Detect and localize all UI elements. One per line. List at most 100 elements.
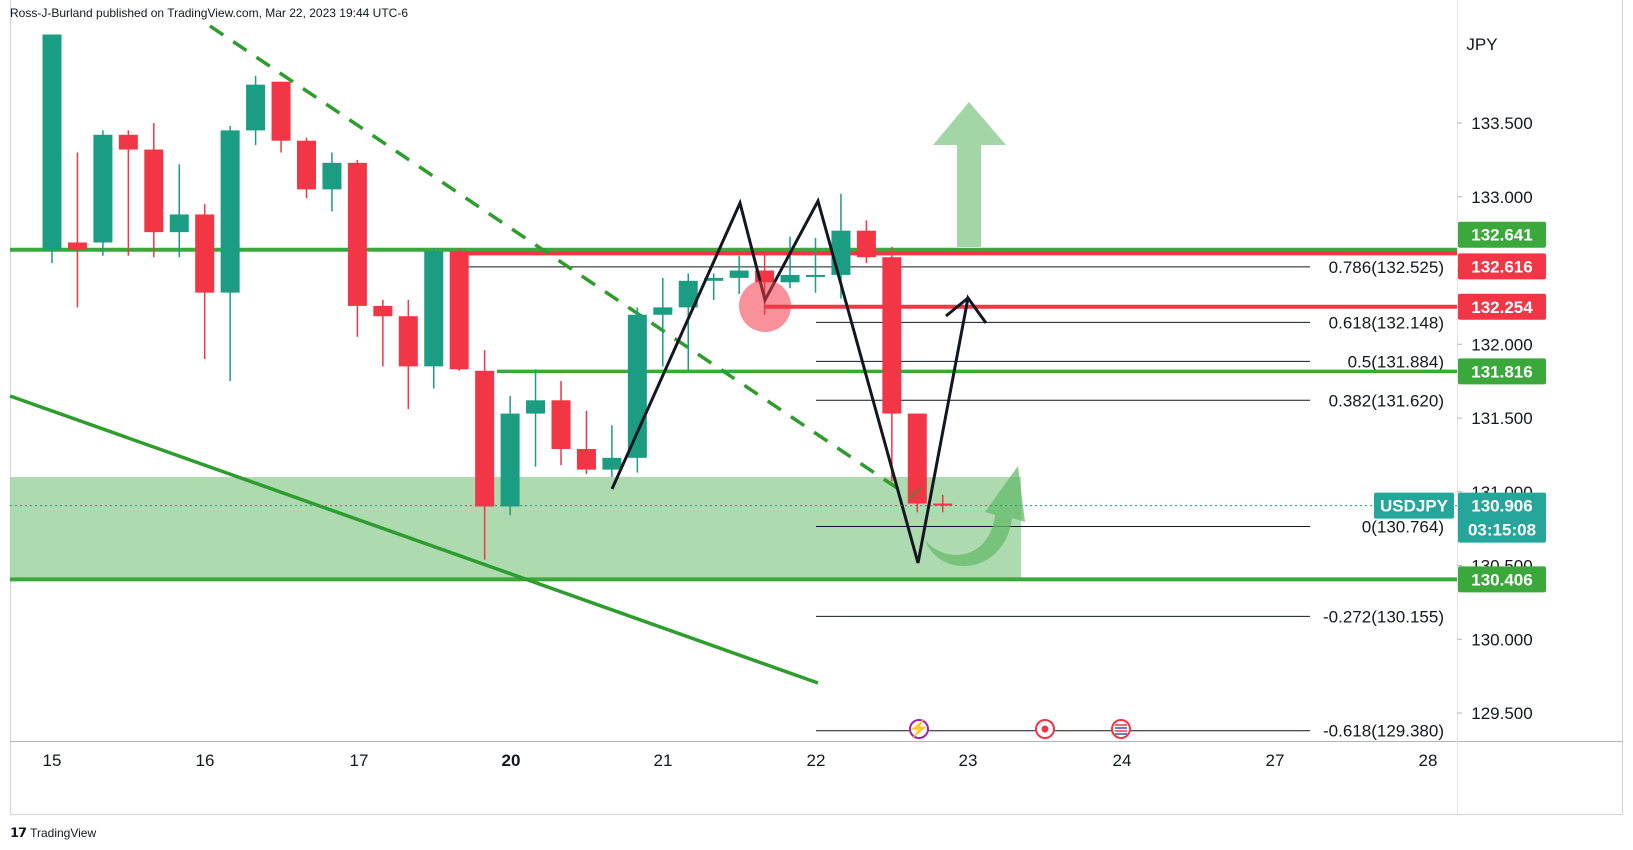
y-tick-label: 130.000 bbox=[1471, 630, 1532, 649]
symbol-tag-box bbox=[1374, 492, 1454, 519]
y-tick-label: 132.000 bbox=[1471, 335, 1532, 354]
x-tick-label: 23 bbox=[959, 751, 978, 770]
candle-down bbox=[551, 400, 571, 449]
tradingview-logo-icon[interactable]: 𝟭𝟳 bbox=[10, 825, 27, 840]
candle-down bbox=[475, 370, 495, 507]
price-tags-layer: 132.641 132.616 132.254 131.816 130.406 USDJP… bbox=[1374, 221, 1546, 593]
x-tick-label: 22 bbox=[807, 751, 826, 770]
price-tag-132.254: 132.254 bbox=[1458, 293, 1546, 320]
price-tag-132.616: 132.616 bbox=[1458, 253, 1546, 280]
candle-up bbox=[322, 162, 342, 190]
candle-up bbox=[220, 130, 240, 293]
candle-up bbox=[653, 307, 673, 315]
candle-down bbox=[398, 316, 418, 367]
candle-up bbox=[526, 400, 546, 414]
price-tag-label: 131.816 bbox=[1471, 362, 1532, 381]
candle-down bbox=[67, 242, 87, 250]
candle-up bbox=[780, 274, 800, 283]
price-tag-131.816: 131.816 bbox=[1458, 358, 1546, 385]
x-tick-label: 21 bbox=[654, 751, 673, 770]
footer-brand[interactable]: TradingView bbox=[30, 826, 97, 840]
chart-frame bbox=[10, 0, 1623, 815]
candle-down bbox=[882, 257, 902, 414]
candle-up bbox=[831, 230, 851, 275]
fib-level-label: 0.5(131.884) bbox=[1348, 352, 1444, 371]
us-flag-event-icon[interactable] bbox=[1111, 719, 1131, 739]
events-layer: ⚡ bbox=[908, 718, 1131, 739]
candle-down bbox=[576, 448, 596, 470]
symbol-tag-label: USDJPY bbox=[1380, 497, 1449, 516]
price-tag-132.641: 132.641 bbox=[1458, 221, 1546, 248]
bullish-target-arrow-icon bbox=[933, 102, 1006, 247]
candle-down bbox=[118, 134, 138, 150]
fib-level-label: 0.786(132.525) bbox=[1329, 258, 1444, 277]
candle-up bbox=[246, 84, 266, 131]
price-tag-label: 132.254 bbox=[1471, 298, 1533, 317]
candle-down bbox=[755, 270, 775, 283]
price-tag-label: 132.641 bbox=[1471, 226, 1532, 245]
x-tick-label: 28 bbox=[1419, 751, 1438, 770]
candle-down bbox=[297, 140, 316, 190]
price-tag-box bbox=[1458, 221, 1546, 248]
candle-down bbox=[856, 230, 876, 258]
fib-level-label: -0.618(129.380) bbox=[1323, 722, 1444, 741]
candle-up bbox=[42, 34, 62, 250]
candle-up bbox=[678, 280, 698, 308]
trendline-layer bbox=[9, 24, 901, 685]
last-price-label: 130.906 bbox=[1471, 497, 1532, 516]
currency-label: JPY bbox=[1466, 35, 1497, 54]
candle-up bbox=[704, 277, 724, 281]
projection-arrow-head bbox=[945, 296, 969, 318]
x-tick-label: 15 bbox=[43, 751, 62, 770]
price-tag-box bbox=[1458, 566, 1546, 593]
long-support-trendline bbox=[9, 394, 819, 685]
fib-level-label: -0.272(130.155) bbox=[1323, 607, 1444, 626]
x-tick-label: 27 bbox=[1266, 751, 1285, 770]
y-tick-label: 133.500 bbox=[1471, 114, 1532, 133]
y-tick-label: 133.000 bbox=[1471, 188, 1532, 207]
countdown-label: 03:15:08 bbox=[1468, 521, 1536, 540]
publisher-caption: Ross-J-Burland published on TradingView.… bbox=[10, 6, 408, 20]
candle-down bbox=[195, 214, 215, 293]
candle-down bbox=[373, 305, 393, 317]
candle-up bbox=[627, 314, 647, 458]
target-event-dot bbox=[1041, 725, 1049, 733]
candle-down bbox=[144, 149, 164, 233]
pattern-drawing-layer bbox=[10, 102, 1457, 567]
x-tick-label: 17 bbox=[350, 751, 369, 770]
fib-level-label: 0.382(131.620) bbox=[1329, 391, 1444, 410]
price-tag-box bbox=[1458, 253, 1546, 280]
fib-level-label: 0(130.764) bbox=[1362, 518, 1444, 537]
fib-level-label: 0.618(132.148) bbox=[1329, 313, 1444, 332]
x-tick-label: 20 bbox=[502, 751, 521, 770]
price-tag-box bbox=[1458, 293, 1546, 320]
candle-up bbox=[602, 457, 622, 470]
x-tick-label: 16 bbox=[196, 751, 215, 770]
candle-down bbox=[933, 503, 953, 506]
candle-up bbox=[729, 270, 749, 278]
candle-down bbox=[347, 162, 367, 306]
candle-up bbox=[169, 214, 189, 233]
candle-up bbox=[500, 413, 520, 507]
x-tick-label: 24 bbox=[1113, 751, 1132, 770]
candle-down bbox=[271, 81, 291, 141]
y-tick-label: 131.500 bbox=[1471, 409, 1532, 428]
last-tick-marker bbox=[909, 487, 921, 499]
price-tag-label: 132.616 bbox=[1471, 257, 1532, 276]
candle-up bbox=[93, 134, 113, 243]
candle-down bbox=[449, 251, 469, 370]
candle-up bbox=[806, 274, 825, 277]
bounce-curved-arrow-icon bbox=[925, 466, 1025, 567]
price-tag-box bbox=[1458, 358, 1546, 385]
last-price-tag[interactable]: USDJPY 130.906 03:15:08 bbox=[1374, 492, 1546, 543]
y-tick-label: 129.500 bbox=[1471, 704, 1532, 723]
lightning-event-icon[interactable] bbox=[909, 719, 929, 739]
candle-down bbox=[907, 413, 927, 504]
price-tag-label: 130.406 bbox=[1471, 570, 1532, 589]
neckline-break-marker bbox=[739, 280, 791, 332]
last-price-box bbox=[1458, 492, 1546, 543]
level-lines-layer bbox=[10, 247, 1457, 582]
footer: 𝟭𝟳 TradingView bbox=[10, 825, 96, 841]
candle-up bbox=[424, 251, 444, 367]
